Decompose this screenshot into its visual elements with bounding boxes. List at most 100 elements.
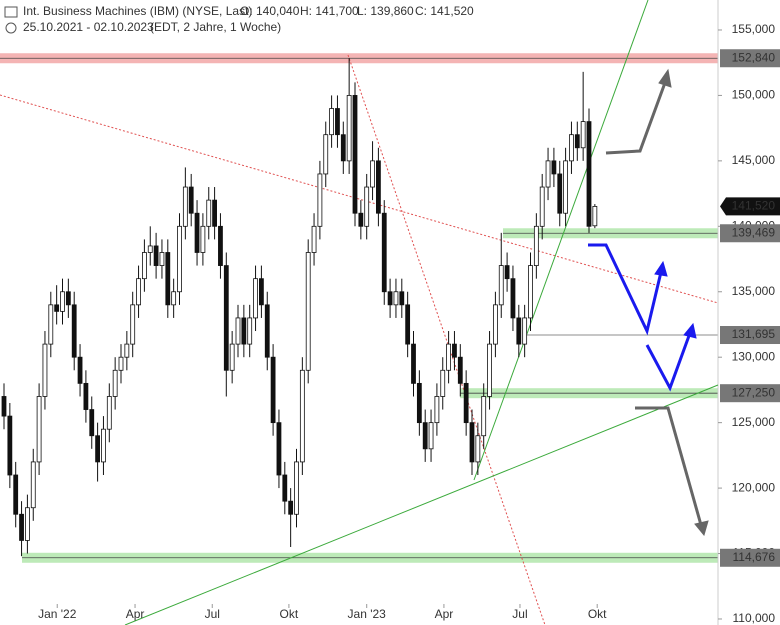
trendline	[347, 54, 546, 625]
candle-body	[586, 121, 592, 227]
candle-body	[364, 186, 370, 227]
y-tick-label: 155,000	[732, 22, 776, 36]
candle-body	[375, 160, 381, 214]
ohlc: C: 141,520	[415, 4, 474, 18]
candle-body	[533, 225, 539, 266]
candle-body	[352, 95, 358, 214]
candle-body	[101, 428, 106, 463]
x-tick-label: Apr	[435, 607, 454, 621]
candle-body	[13, 474, 19, 515]
candle-body	[247, 317, 253, 345]
candle-body	[411, 343, 416, 384]
candle-body	[77, 356, 83, 384]
candle-body	[124, 343, 130, 358]
candle-body	[30, 461, 36, 509]
arrow	[605, 79, 668, 155]
candle-body	[504, 265, 510, 280]
candle-body	[95, 435, 100, 463]
level-label: 131,695	[732, 327, 776, 341]
ohlc: L: 139,860	[357, 4, 414, 18]
candle-body	[270, 356, 276, 424]
level-label-box	[720, 224, 780, 243]
candle-body	[42, 343, 48, 397]
candle-body	[112, 369, 118, 397]
candle-body	[416, 382, 422, 424]
candle-body	[147, 245, 153, 253]
candle-body	[54, 304, 60, 312]
candle-body	[522, 317, 528, 345]
candle-body	[335, 108, 340, 136]
candle-body	[381, 212, 387, 293]
candle-body	[311, 225, 317, 253]
candle-body	[218, 225, 223, 266]
level-label-box	[720, 326, 780, 345]
candle-body	[294, 461, 299, 515]
y-tick-label: 125,000	[732, 415, 776, 429]
candle-body	[188, 186, 194, 214]
y-tick-label: 110,000	[733, 611, 776, 625]
candle-body	[580, 121, 586, 149]
y-tick-label: 145,000	[732, 153, 776, 167]
candle-body	[118, 356, 124, 371]
candle-body	[317, 173, 323, 227]
y-tick-label: 150,000	[732, 88, 776, 102]
candle-body	[463, 382, 469, 424]
level-label-box	[720, 384, 780, 403]
x-tick-label: Okt	[588, 607, 607, 621]
candle-body	[206, 199, 212, 227]
candle-body	[329, 108, 335, 136]
candle-body	[71, 304, 77, 358]
x-tick-label: Okt	[280, 607, 299, 621]
candle-body	[200, 225, 206, 253]
candle-body	[440, 369, 446, 397]
candle-body	[305, 252, 311, 371]
y-tick-label: 120,000	[732, 480, 776, 494]
candle-body	[83, 382, 89, 410]
candle-body	[498, 265, 504, 306]
candle-body	[545, 160, 551, 188]
arrow	[588, 243, 663, 336]
candle-body	[510, 278, 516, 319]
candle-body	[481, 396, 487, 437]
candle-body	[563, 160, 568, 214]
candle-body	[434, 396, 440, 424]
candle-body	[165, 252, 171, 306]
title: Int. Business Machines (IBM) (NYSE, Last…	[23, 4, 252, 18]
candle-body	[399, 291, 405, 306]
x-tick-label: Jan '23	[348, 607, 387, 621]
candle-body	[387, 291, 393, 306]
candle-body	[235, 317, 241, 345]
candle-body	[492, 304, 498, 345]
candle-body	[89, 409, 95, 437]
arrow-head	[694, 520, 709, 537]
x-tick-label: Jul	[205, 607, 220, 621]
candle-body	[264, 304, 270, 358]
candle-body	[340, 134, 346, 162]
candle-body	[469, 422, 475, 463]
arrow-head	[654, 260, 668, 277]
arrows	[588, 68, 709, 537]
trendline	[473, 0, 649, 481]
candle-body	[299, 369, 305, 463]
candle-body	[323, 134, 329, 175]
candle-body	[539, 186, 545, 227]
subtitle-note: (EDT, 2 Jahre, 1 Woche)	[150, 20, 281, 34]
candle-body	[106, 396, 112, 430]
candle-body	[212, 199, 218, 227]
arrow	[635, 406, 703, 526]
candle-body	[130, 304, 136, 345]
candle-body	[288, 500, 294, 515]
candle-body	[516, 317, 522, 345]
candle-body	[19, 513, 24, 541]
candle-body	[393, 291, 399, 306]
current-price-label: 141,520	[732, 199, 776, 213]
trendline	[0, 94, 719, 304]
level-label-box	[720, 548, 780, 567]
candle-body	[24, 507, 30, 541]
level-label: 139,469	[732, 225, 776, 239]
candle-body	[457, 356, 463, 384]
candle-body	[36, 396, 42, 463]
candle-body	[141, 252, 147, 280]
candle-body	[48, 304, 54, 345]
y-tick-label: 135,000	[732, 284, 776, 298]
